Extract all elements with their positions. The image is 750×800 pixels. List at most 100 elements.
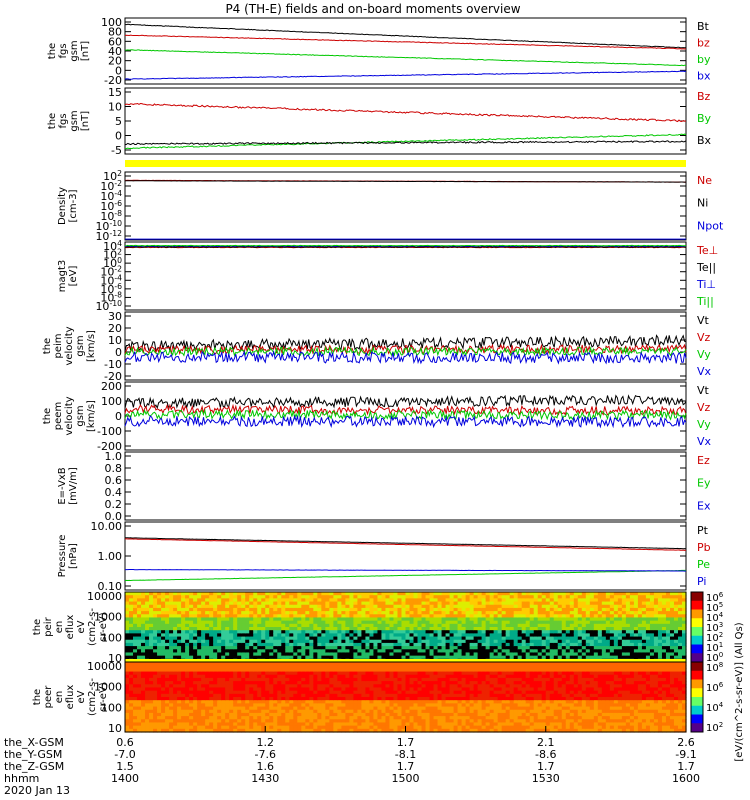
xaxis-tick-x: 2.1 [537, 736, 555, 749]
axis-label: Density [57, 187, 68, 225]
tick-label: 101 [706, 641, 723, 654]
series-line-by [125, 49, 687, 67]
quality-flag-bar [125, 160, 686, 167]
axis-label: fgs [58, 113, 69, 128]
xaxis-tick-t: 1430 [251, 772, 279, 785]
legend-Vx: Vx [697, 435, 712, 448]
tick-label: 80 [108, 26, 122, 39]
tick-label: 0.8 [105, 462, 123, 475]
tick-label: 10-2 [100, 265, 122, 279]
tick-label: 15 [108, 86, 122, 99]
xaxis-tick-t: 1500 [392, 772, 420, 785]
tick-label: 10 [108, 652, 122, 665]
panel-peem_velocity: 200 100 0 -100 -200 the peem velocity gsm [km/s] V… [42, 380, 712, 453]
tick-label: 100 [101, 701, 122, 714]
tick-label: 10-12 [95, 229, 122, 243]
tick-label: 30 [108, 310, 122, 323]
tick-label: 10-4 [100, 273, 122, 287]
xaxis-tick-z: 1.7 [677, 760, 695, 773]
legend-bx: bx [697, 70, 711, 83]
legend-Ni: Ni [697, 197, 708, 210]
tick-label: 102 [103, 169, 122, 183]
tick-label: 5 [115, 115, 122, 128]
xaxis-row-label: hhmm [4, 772, 39, 785]
legend-Bt: Bt [697, 20, 710, 33]
axis-label: (cm2-s- [87, 678, 98, 716]
tick-label: 10000 [87, 590, 122, 603]
axis-label: [nT] [80, 111, 91, 131]
tick-label: 0 [115, 130, 122, 143]
tick-label: 102 [706, 721, 723, 734]
axis-label: [km/s] [86, 330, 97, 362]
tick-label: 1.0 [105, 450, 123, 463]
tick-label: -5 [111, 144, 122, 157]
axis-label: fgs [58, 43, 69, 58]
axis-label: the [47, 113, 58, 129]
tick-label: -10 [104, 358, 122, 371]
colorbar: 108 106 104 102 [690, 661, 724, 734]
axis-label: peem [53, 402, 64, 430]
tick-label: -100 [97, 425, 122, 438]
xaxis-tick-y: -7.0 [114, 748, 135, 761]
axis-label: Pressure [57, 535, 68, 578]
tick-label: 104 [103, 239, 122, 253]
legend-Vy: Vy [697, 418, 711, 431]
legend-Vx: Vx [697, 365, 712, 378]
panel-frame [124, 521, 687, 591]
tick-label: 1000 [94, 611, 122, 624]
tick-label: 106 [706, 591, 724, 604]
axis-label: gsm [69, 110, 80, 131]
series-line-Pb [124, 538, 687, 551]
panel-pressure: 10.00 1.00 0.10 Pressure [nPa] Pt Pb Pe Pi [57, 520, 711, 593]
tick-label: 102 [103, 248, 122, 262]
axis-label: gsm [75, 405, 86, 426]
legend-Vz: Vz [697, 401, 711, 414]
legend-Ti||: Ti|| [696, 295, 714, 308]
series-line-Bx [124, 140, 687, 146]
xaxis-tick-y: -8.1 [395, 748, 416, 761]
xaxis-tick-x: 0.6 [116, 736, 134, 749]
tick-label: 108 [706, 661, 723, 674]
series-line-Ni [124, 180, 686, 183]
axis-label: eV [76, 620, 87, 633]
tick-label: 10-4 [100, 189, 122, 203]
tick-label: 10-10 [95, 299, 122, 313]
xaxis-tick-x: 1.7 [397, 736, 415, 749]
xaxis-row-label: the_X-GSM [4, 736, 64, 749]
axis-label: sr-eV) [98, 612, 109, 641]
xaxis-tick-t: 1600 [672, 772, 700, 785]
tick-label: 0 [115, 346, 122, 359]
tick-label: 103 [706, 621, 723, 634]
date-label: 2020 Jan 13 [4, 784, 70, 797]
tick-label: 10-8 [100, 209, 122, 223]
tick-label: -20 [104, 370, 122, 383]
panel-peer_spectrogram: 10000 1000 100 10 the peer en eflux eV (cm2-s-sr-… [32, 660, 687, 735]
series-line-bz [124, 34, 687, 50]
axis-label: the [32, 619, 43, 635]
axis-label: the [42, 338, 53, 354]
xaxis-row-label: the_Y-GSM [4, 748, 62, 761]
axis-label: [km/s] [86, 400, 97, 432]
tick-label: 100 [101, 631, 122, 644]
xaxis-tick-t: 1530 [532, 772, 560, 785]
legend-Pb: Pb [697, 541, 711, 554]
legend-Te||: Te|| [696, 261, 716, 274]
series-line-bx [124, 70, 687, 80]
xaxis-tick-z: 1.6 [257, 760, 275, 773]
series-line-Vx [124, 349, 687, 365]
legend-Npot: Npot [697, 219, 724, 232]
panel-peir_spectrogram: 10000 1000 100 10 the peir en eflux eV (cm2-s-sr-… [32, 590, 687, 665]
axis-label: velocity [64, 396, 75, 435]
xaxis-tick-z: 1.7 [537, 760, 555, 773]
tick-label: 10-6 [100, 282, 122, 296]
tick-label: 0.6 [105, 474, 123, 487]
axis-label: eV [76, 690, 87, 703]
tick-label: 106 [706, 681, 724, 694]
tick-label: 0 [115, 410, 122, 423]
tick-label: 1000 [94, 681, 122, 694]
series-line-Bt [125, 23, 687, 49]
